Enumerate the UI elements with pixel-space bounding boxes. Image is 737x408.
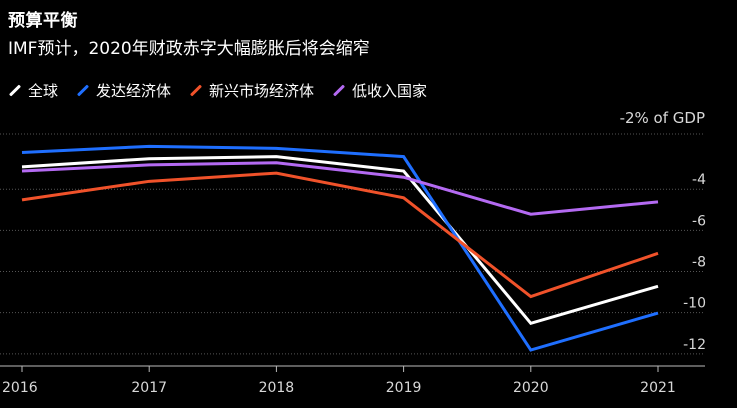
legend-label: 新兴市场经济体 xyxy=(209,82,315,100)
legend-item: 发达经济体 xyxy=(76,80,171,101)
x-tick-label: 2020 xyxy=(513,380,549,396)
legend-item: 低收入国家 xyxy=(332,80,427,101)
x-tick-label: 2018 xyxy=(259,380,295,396)
chart-subtitle: IMF预计，2020年财政赤字大幅膨胀后将会缩窄 xyxy=(8,39,370,59)
x-tick-label: 2017 xyxy=(131,380,167,396)
x-tick-label: 2016 xyxy=(2,380,38,396)
y-tick-labels: -4 -6 -8 -10 -12 xyxy=(683,172,706,353)
x-tick-label: 2019 xyxy=(386,380,422,396)
legend: 全球 发达经济体 新兴市场经济体 低收入国家 xyxy=(8,80,427,101)
legend-label: 低收入国家 xyxy=(352,82,428,100)
series-line xyxy=(21,161,659,216)
series-lines xyxy=(21,144,659,352)
y-tick-label: -10 xyxy=(683,296,706,312)
legend-item: 全球 xyxy=(8,80,58,101)
series-line xyxy=(21,144,659,352)
x-tick-labels: 2016 2017 2018 2019 2020 2021 xyxy=(0,365,705,396)
legend-item: 新兴市场经济体 xyxy=(189,80,314,101)
chart-title: 预算平衡 xyxy=(8,11,78,31)
legend-label: 发达经济体 xyxy=(96,82,172,100)
y-tick-label: -8 xyxy=(692,255,706,271)
series-line xyxy=(21,155,659,326)
y-tick-label: -12 xyxy=(683,337,706,353)
y-tick-label: -6 xyxy=(692,213,706,229)
legend-label: 全球 xyxy=(28,82,59,100)
y-axis-unit-label: -2% of GDP xyxy=(620,109,705,127)
y-tick-label: -4 xyxy=(692,172,706,188)
series-line xyxy=(21,171,659,299)
x-tick-label: 2021 xyxy=(640,380,676,396)
gridlines xyxy=(0,133,705,355)
